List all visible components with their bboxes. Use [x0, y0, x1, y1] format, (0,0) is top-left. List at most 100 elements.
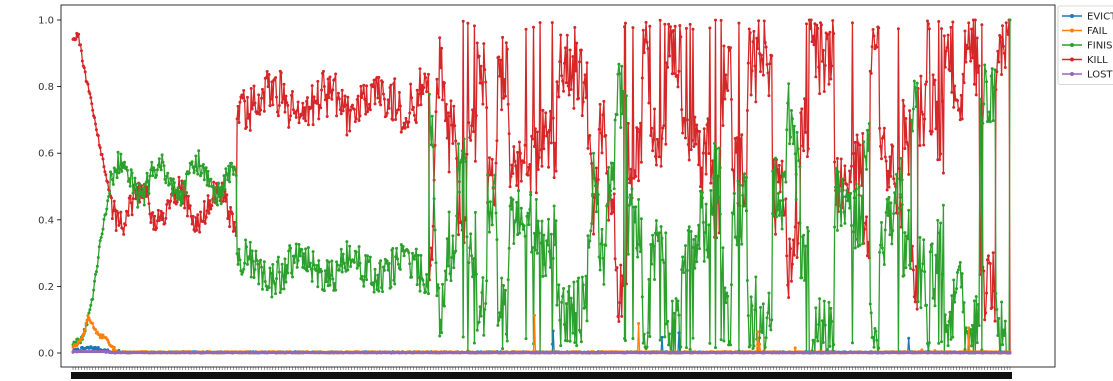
data-point-kill — [169, 199, 173, 203]
data-point-kill — [627, 177, 631, 181]
data-point-kill — [803, 97, 807, 101]
data-point-finish — [431, 145, 435, 149]
data-point-finish — [866, 149, 870, 153]
data-point-finish — [665, 322, 669, 326]
data-point-finish — [746, 314, 750, 318]
data-point-kill — [472, 130, 475, 134]
data-point-kill — [446, 111, 450, 115]
data-point-finish — [272, 279, 276, 283]
data-point-kill — [806, 147, 810, 151]
data-point-kill — [452, 104, 456, 108]
data-point-kill — [938, 158, 942, 162]
data-point-finish — [213, 188, 217, 192]
data-point-kill — [1001, 24, 1004, 28]
data-point-kill — [408, 111, 412, 115]
data-point-finish — [551, 257, 555, 261]
data-point-finish — [498, 311, 502, 315]
data-point-finish — [394, 255, 398, 259]
data-point-kill — [703, 141, 707, 145]
data-point-kill — [749, 93, 753, 97]
data-point-kill — [779, 174, 783, 178]
data-point-kill — [428, 263, 432, 267]
data-point-finish — [838, 204, 842, 208]
data-point-kill — [913, 300, 917, 304]
data-point-finish — [147, 191, 151, 195]
data-point-kill — [737, 21, 741, 25]
data-point-finish — [280, 262, 284, 266]
data-point-finish — [869, 311, 873, 315]
data-point-finish — [346, 268, 350, 272]
data-point-finish — [712, 176, 716, 180]
data-point-kill — [678, 23, 682, 27]
data-point-kill — [471, 108, 475, 112]
data-point-kill — [860, 184, 864, 188]
data-point-finish — [788, 142, 792, 146]
data-point-finish — [569, 296, 573, 300]
data-point-kill — [119, 210, 123, 214]
data-point-kill — [282, 82, 286, 86]
data-point-finish — [827, 300, 831, 304]
data-point-finish — [263, 279, 267, 283]
data-point-finish — [163, 177, 167, 181]
data-point-finish — [296, 259, 300, 263]
data-point-finish — [540, 219, 544, 223]
data-point-kill — [305, 96, 309, 100]
data-point-evict — [551, 329, 555, 333]
data-point-finish — [688, 347, 692, 351]
data-point-fail — [758, 342, 762, 346]
data-point-kill — [429, 246, 433, 250]
data-point-kill — [109, 196, 113, 200]
data-point-finish — [731, 212, 735, 216]
data-point-finish — [285, 263, 289, 267]
data-point-kill — [557, 95, 561, 99]
data-point-kill — [124, 223, 128, 227]
data-point-kill — [957, 107, 961, 111]
data-point-kill — [893, 182, 897, 186]
data-point-finish — [993, 68, 997, 72]
data-point-finish — [433, 228, 437, 232]
data-point-finish — [286, 271, 290, 275]
y-tick-label: 1.0 — [38, 16, 54, 27]
data-point-kill — [628, 181, 632, 185]
data-point-kill — [376, 96, 380, 100]
data-point-kill — [892, 177, 896, 181]
data-point-finish — [482, 333, 486, 337]
data-point-kill — [770, 54, 774, 58]
data-point-kill — [333, 77, 337, 81]
data-point-kill — [604, 133, 608, 137]
data-point-kill — [275, 110, 279, 114]
data-point-finish — [548, 265, 552, 269]
data-point-finish — [402, 254, 406, 258]
data-point-finish — [564, 302, 568, 306]
data-point-finish — [221, 193, 225, 197]
data-point-kill — [729, 97, 733, 101]
data-point-finish — [235, 252, 239, 256]
data-point-finish — [154, 176, 158, 180]
data-point-finish — [153, 168, 157, 172]
data-point-kill — [610, 198, 614, 202]
data-point-kill — [269, 97, 273, 101]
data-point-finish — [722, 339, 726, 343]
data-point-finish — [506, 278, 510, 282]
data-point-finish — [833, 225, 837, 229]
data-point-finish — [981, 121, 985, 125]
data-point-kill — [560, 74, 564, 78]
data-point-finish — [647, 277, 651, 281]
data-point-finish — [215, 203, 219, 207]
data-point-kill — [305, 99, 309, 103]
data-point-kill — [662, 124, 666, 128]
data-point-finish — [347, 257, 351, 261]
data-point-kill — [660, 137, 664, 141]
data-point-finish — [806, 229, 810, 233]
data-point-finish — [598, 268, 602, 272]
data-point-finish — [684, 346, 688, 350]
data-point-finish — [247, 257, 251, 261]
data-point-finish — [157, 157, 161, 161]
data-point-finish — [276, 255, 280, 259]
data-point-finish — [656, 239, 660, 243]
data-point-finish — [537, 231, 541, 235]
data-point-finish — [381, 265, 385, 269]
data-point-finish — [232, 165, 236, 169]
data-point-kill — [190, 222, 194, 226]
series-lost — [71, 350, 1012, 355]
